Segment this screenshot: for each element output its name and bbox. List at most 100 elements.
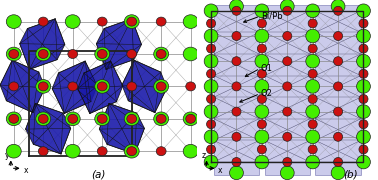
Circle shape xyxy=(206,94,215,103)
Circle shape xyxy=(6,47,21,61)
Text: O1: O1 xyxy=(261,64,273,73)
Text: x: x xyxy=(23,166,28,175)
Circle shape xyxy=(206,69,215,78)
Circle shape xyxy=(255,105,269,118)
Circle shape xyxy=(229,166,243,180)
Circle shape xyxy=(183,47,198,61)
Circle shape xyxy=(255,155,269,169)
Circle shape xyxy=(127,50,136,59)
Circle shape xyxy=(38,82,48,91)
Circle shape xyxy=(68,82,77,91)
Circle shape xyxy=(356,130,370,144)
Circle shape xyxy=(183,15,198,28)
Circle shape xyxy=(6,112,21,126)
Circle shape xyxy=(38,17,48,26)
Circle shape xyxy=(95,112,110,126)
Circle shape xyxy=(306,80,319,93)
Circle shape xyxy=(95,47,110,61)
Text: Bi/Pb: Bi/Pb xyxy=(261,12,282,21)
Circle shape xyxy=(38,50,48,59)
Circle shape xyxy=(186,114,195,123)
Bar xyxy=(214,5,259,175)
Circle shape xyxy=(331,166,345,180)
Circle shape xyxy=(204,105,218,118)
Circle shape xyxy=(36,47,51,61)
Circle shape xyxy=(333,107,342,116)
Circle shape xyxy=(204,54,218,68)
Circle shape xyxy=(356,80,370,93)
Circle shape xyxy=(257,69,266,78)
Circle shape xyxy=(255,4,269,18)
Circle shape xyxy=(156,114,166,123)
Polygon shape xyxy=(122,60,167,113)
Circle shape xyxy=(359,19,368,28)
Text: (a): (a) xyxy=(91,170,105,180)
Circle shape xyxy=(359,145,368,154)
Circle shape xyxy=(308,44,317,53)
Bar xyxy=(265,5,310,175)
Circle shape xyxy=(97,82,107,91)
Circle shape xyxy=(308,69,317,78)
Circle shape xyxy=(308,120,317,129)
Circle shape xyxy=(255,80,269,93)
Circle shape xyxy=(331,0,345,13)
Circle shape xyxy=(283,132,292,141)
Circle shape xyxy=(283,158,292,166)
Circle shape xyxy=(280,166,294,180)
Circle shape xyxy=(356,105,370,118)
Circle shape xyxy=(65,144,80,158)
Circle shape xyxy=(154,80,169,93)
Circle shape xyxy=(356,155,370,169)
Circle shape xyxy=(333,6,342,15)
Circle shape xyxy=(204,130,218,144)
Circle shape xyxy=(257,94,266,103)
Polygon shape xyxy=(0,60,45,113)
Circle shape xyxy=(359,44,368,53)
Circle shape xyxy=(232,82,241,91)
Circle shape xyxy=(38,147,48,156)
Circle shape xyxy=(65,112,80,126)
Circle shape xyxy=(6,144,21,158)
Circle shape xyxy=(97,17,107,26)
Circle shape xyxy=(36,112,51,126)
Circle shape xyxy=(229,0,243,13)
Circle shape xyxy=(308,94,317,103)
Circle shape xyxy=(255,54,269,68)
Circle shape xyxy=(65,15,80,28)
Circle shape xyxy=(127,147,136,156)
Circle shape xyxy=(97,147,107,156)
Circle shape xyxy=(232,107,241,116)
Bar xyxy=(315,5,361,175)
Circle shape xyxy=(333,82,342,91)
Circle shape xyxy=(156,82,166,91)
Circle shape xyxy=(333,132,342,141)
Circle shape xyxy=(359,94,368,103)
Circle shape xyxy=(186,82,195,91)
Polygon shape xyxy=(20,19,65,69)
Circle shape xyxy=(156,147,166,156)
Circle shape xyxy=(306,54,319,68)
Circle shape xyxy=(333,158,342,166)
Circle shape xyxy=(127,82,136,91)
Circle shape xyxy=(6,15,21,28)
Text: y: y xyxy=(5,151,10,160)
Circle shape xyxy=(283,57,292,66)
Circle shape xyxy=(9,50,19,59)
Circle shape xyxy=(333,57,342,66)
Circle shape xyxy=(283,82,292,91)
Circle shape xyxy=(283,31,292,40)
Circle shape xyxy=(183,112,198,126)
Circle shape xyxy=(183,144,198,158)
Circle shape xyxy=(232,132,241,141)
Circle shape xyxy=(9,82,19,91)
Circle shape xyxy=(232,6,241,15)
Circle shape xyxy=(283,107,292,116)
Circle shape xyxy=(97,50,107,59)
Circle shape xyxy=(124,144,139,158)
Polygon shape xyxy=(52,61,97,114)
Circle shape xyxy=(232,158,241,166)
Circle shape xyxy=(124,112,139,126)
Circle shape xyxy=(333,31,342,40)
Circle shape xyxy=(38,114,48,123)
Circle shape xyxy=(308,19,317,28)
